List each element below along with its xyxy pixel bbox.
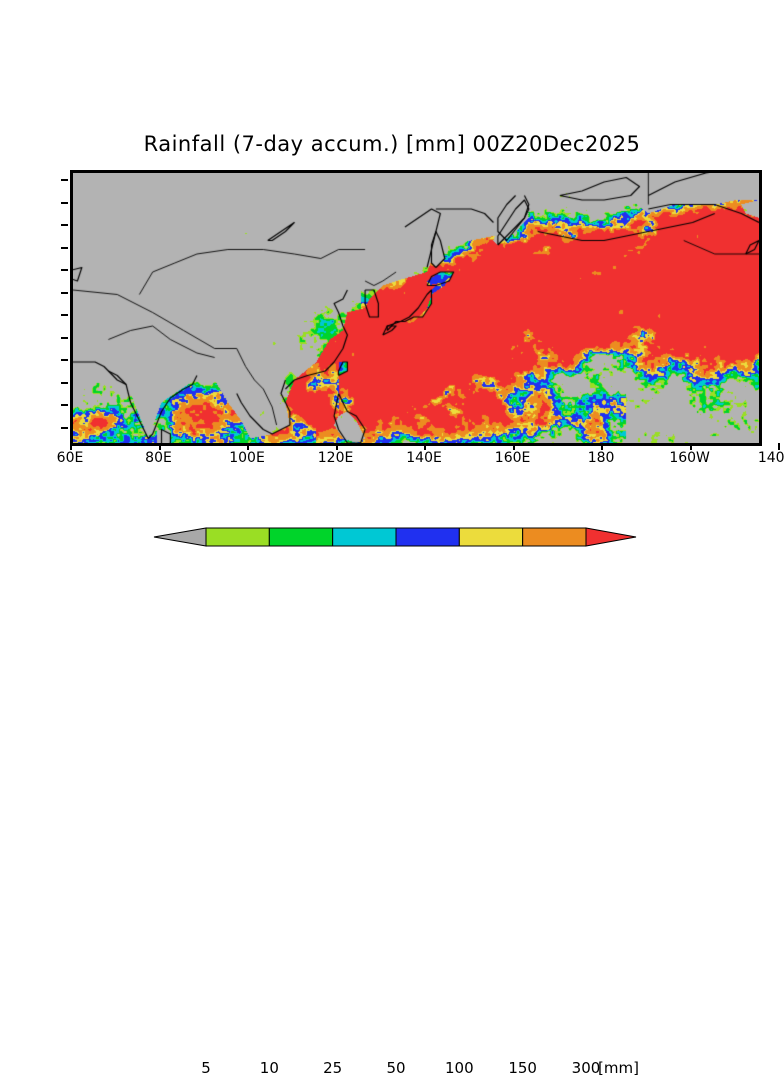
y-axis-tick	[61, 381, 68, 384]
rainfall-map-figure: Rainfall (7-day accum.) [mm] 00Z20Dec202…	[0, 132, 784, 1077]
colorbar-band	[522, 527, 587, 547]
x-axis-label: 160E	[494, 450, 531, 466]
map-plot-area	[70, 170, 762, 446]
colorbar-tick-label: 50	[386, 1059, 406, 1077]
colorbar: [mm] 5 10 25 50 100 150 300	[0, 515, 784, 1077]
colorbar-unit-label: [mm]	[598, 1059, 639, 1077]
x-axis-label: 60E	[56, 450, 84, 466]
x-axis-label: 180	[587, 450, 615, 466]
x-axis-label: 120E	[317, 450, 354, 466]
colorbar-band-under	[153, 527, 207, 547]
y-axis-tick	[61, 269, 68, 271]
colorbar-tick-label: 300	[571, 1059, 601, 1077]
colorbar-band	[395, 527, 460, 547]
y-axis-tick	[61, 359, 68, 361]
x-axis-label: 80E	[145, 450, 172, 466]
y-axis-tick	[61, 246, 68, 249]
y-axis-tick	[61, 201, 68, 204]
chart-title: Rainfall (7-day accum.) [mm] 00Z20Dec202…	[143, 132, 641, 156]
colorbar-tick-label: 5	[201, 1059, 211, 1077]
colorbar-band	[268, 527, 334, 547]
colorbar-tick-label: 100	[445, 1059, 474, 1077]
y-axis-tick	[61, 426, 68, 429]
colorbar-tick-label: 10	[259, 1059, 279, 1077]
x-axis-tick	[689, 443, 692, 450]
colorbar-band-over	[585, 527, 637, 547]
x-axis-tick	[424, 443, 427, 450]
colorbar-tick-label: 150	[508, 1059, 537, 1077]
y-axis-tick	[61, 179, 68, 181]
colorbar-band	[458, 527, 524, 547]
y-axis-tick	[61, 314, 68, 316]
x-axis-label: 160W	[669, 450, 710, 466]
x-axis-tick	[247, 443, 250, 450]
x-axis-tick	[601, 443, 604, 450]
y-axis-tick	[61, 404, 68, 406]
colorbar-band	[205, 527, 270, 547]
x-axis-tick	[512, 443, 515, 450]
colorbar-swatches	[153, 527, 637, 547]
x-axis-tick	[158, 443, 161, 450]
y-axis-tick	[61, 224, 68, 226]
y-axis-tick	[61, 291, 68, 294]
rainfall-raster	[73, 173, 759, 443]
x-axis-tick	[70, 443, 72, 450]
x-axis-tick	[335, 443, 338, 450]
x-axis-label: 100E	[229, 450, 265, 466]
x-axis-label: 140E	[406, 450, 442, 466]
colorbar-band	[332, 527, 397, 547]
x-axis-label: 140W	[757, 450, 784, 466]
y-axis-tick	[61, 336, 68, 339]
colorbar-tick-label: 25	[323, 1059, 343, 1077]
x-axis-tick	[778, 443, 781, 450]
